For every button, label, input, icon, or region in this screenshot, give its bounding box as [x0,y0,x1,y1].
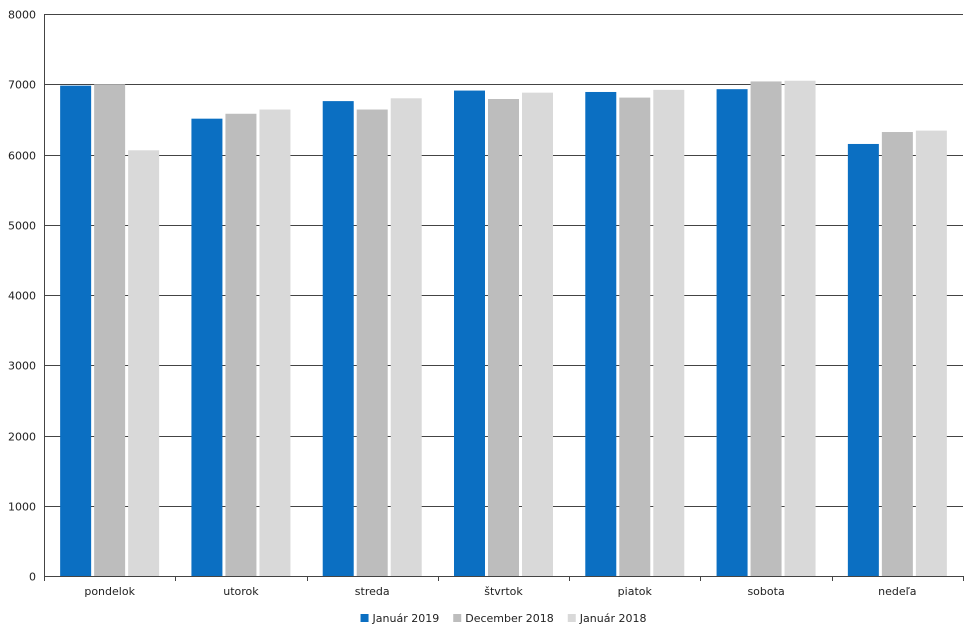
legend-item: December 2018 [453,612,554,625]
x-tick-label: utorok [223,585,259,598]
bar [750,81,782,576]
x-tick-label: pondelok [84,585,135,598]
legend-item: Január 2018 [567,612,647,625]
x-tick-label: piatok [618,585,653,598]
bar [259,109,291,576]
bar [716,89,748,576]
x-tick-label: nedeľa [878,585,916,598]
bar [225,113,257,576]
y-tick-label: 8000 [8,9,36,22]
y-tick-label: 3000 [8,360,36,373]
bar [390,98,422,577]
x-tick-label: štvrtok [484,585,523,598]
axes: 0 1000 2000 3000 4000 5000 6000 7000 8000 pondelo… [8,9,964,598]
bar [94,84,126,576]
legend-swatch [453,614,462,622]
y-tick-label: 5000 [8,220,36,233]
bar [653,89,685,577]
legend-swatch [360,614,369,622]
legend-label: Január 2018 [579,612,647,625]
x-tick-label: sobota [747,585,784,598]
bar [784,80,816,577]
bar [128,150,160,576]
bar [356,109,388,576]
y-tick-label: 1000 [8,501,36,514]
bar [619,97,651,576]
bar [881,132,913,576]
legend-label: Január 2019 [372,612,440,625]
y-tick-label: 0 [29,571,36,584]
y-tick-label: 4000 [8,290,36,303]
legend: Január 2019 December 2018 Január 2018 [360,612,647,625]
bars [60,80,947,577]
y-tick-label: 7000 [8,79,36,92]
bar [847,143,879,576]
bar [585,91,617,576]
legend-swatch [567,614,576,622]
y-tick-label: 6000 [8,150,36,163]
legend-label: December 2018 [465,612,554,625]
bar [60,85,92,576]
y-tick-label: 2000 [8,431,36,444]
bar [488,99,519,576]
x-tick-label: streda [355,585,390,598]
legend-item: Január 2019 [360,612,440,625]
bar [322,101,354,577]
bar [454,90,485,576]
bar [915,130,947,577]
bar [522,92,553,577]
bar [191,118,223,577]
